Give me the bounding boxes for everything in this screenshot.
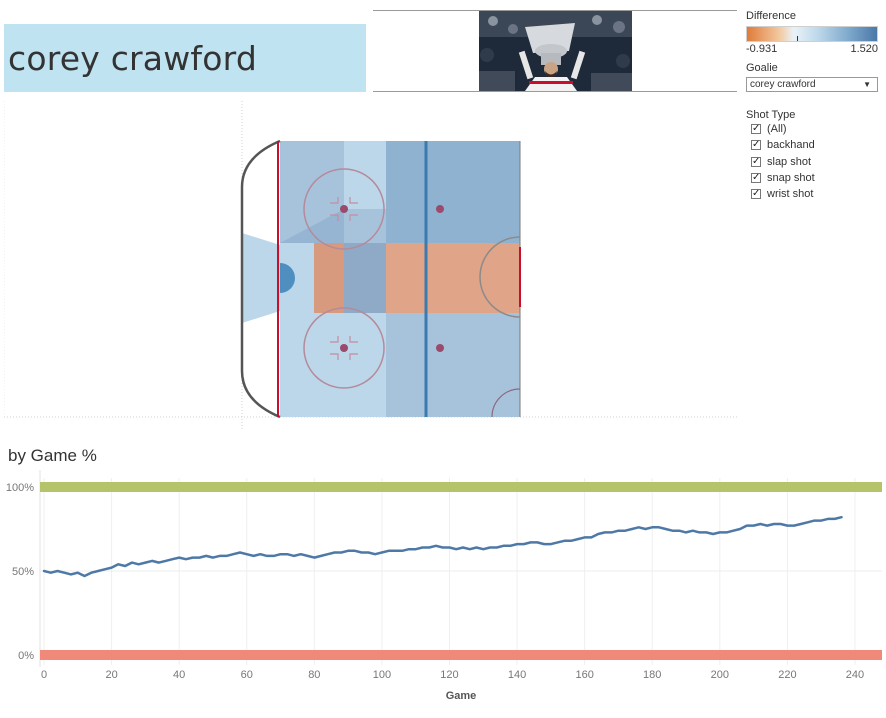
shot-type-option-label: wrist shot xyxy=(767,188,814,201)
x-tick-label: 100 xyxy=(373,669,391,681)
checkbox-checked-icon[interactable]: ✓ xyxy=(751,172,761,184)
checkbox-checked-icon[interactable]: ✓ xyxy=(751,123,761,135)
legend-max-label: 1.520 xyxy=(850,43,878,55)
shot-type-option-snap-shot[interactable]: ✓ snap shot xyxy=(746,170,882,186)
shot-type-option-label: backhand xyxy=(767,139,815,152)
shot-type-option-wrist-shot[interactable]: ✓ wrist shot xyxy=(746,186,882,202)
shot-type-option-slap-shot[interactable]: ✓ slap shot xyxy=(746,154,882,170)
checkbox-checked-icon[interactable]: ✓ xyxy=(751,188,761,200)
chart-section-title: by Game % xyxy=(8,446,97,465)
shot-heatmap-rink xyxy=(4,101,737,431)
goalie-dropdown-value: corey crawford xyxy=(750,79,816,90)
x-axis-label: Game xyxy=(446,690,477,702)
x-tick-label: 220 xyxy=(778,669,796,681)
goalie-filter-label: Goalie xyxy=(746,62,778,74)
shot-type-option-backhand[interactable]: ✓ backhand xyxy=(746,137,882,153)
goalie-photo xyxy=(479,11,632,91)
x-tick-label: 120 xyxy=(440,669,458,681)
filter-panel: Difference -0.931 1.520 Goalie corey cra… xyxy=(746,10,882,202)
legend-zero-tick xyxy=(797,36,798,41)
save-percentage-series-line xyxy=(42,515,843,578)
photo-bottom-divider xyxy=(373,91,737,92)
x-tick-label: 0 xyxy=(41,669,47,681)
x-tick-label: 240 xyxy=(846,669,864,681)
shot-type-option-label: (All) xyxy=(767,123,787,136)
checkbox-checked-icon[interactable]: ✓ xyxy=(751,139,761,151)
difference-color-legend xyxy=(746,26,878,42)
y-tick-label: 0% xyxy=(18,650,34,662)
x-tick-label: 160 xyxy=(575,669,593,681)
x-tick-label: 80 xyxy=(308,669,320,681)
x-tick-label: 180 xyxy=(643,669,661,681)
x-tick-label: 200 xyxy=(711,669,729,681)
page-title: corey crawford xyxy=(8,38,257,78)
y-tick-label: 100% xyxy=(6,482,34,494)
legend-title: Difference xyxy=(746,10,796,22)
reference-band xyxy=(40,482,882,492)
y-tick-label: 50% xyxy=(12,566,34,578)
photo-top-divider xyxy=(373,10,737,11)
shot-type-filter-label: Shot Type xyxy=(746,109,796,121)
x-tick-label: 40 xyxy=(173,669,185,681)
shot-type-list: ✓ (All) ✓ backhand ✓ slap shot ✓ snap sh… xyxy=(746,121,882,202)
dropdown-arrow-icon[interactable]: ▼ xyxy=(863,80,871,89)
goalie-dropdown[interactable]: corey crawford ▼ xyxy=(746,77,878,92)
shot-type-option-label: snap shot xyxy=(767,172,815,185)
x-tick-label: 20 xyxy=(105,669,117,681)
save-percentage-chart: 0% 50% 100% 0 20 40 60 80 100 120 140 160 180 200 220… xyxy=(0,470,886,715)
goalie-title-banner: corey crawford xyxy=(4,24,366,92)
photo-frame xyxy=(373,10,737,92)
line-chart-svg: 0% 50% 100% 0 20 40 60 80 100 120 140 160 180 200 220… xyxy=(6,470,882,702)
shot-type-option-label: slap shot xyxy=(767,155,812,168)
reference-band xyxy=(40,650,882,660)
legend-min-label: -0.931 xyxy=(746,43,778,55)
x-tick-label: 60 xyxy=(241,669,253,681)
checkbox-checked-icon[interactable]: ✓ xyxy=(751,155,761,167)
x-tick-label: 140 xyxy=(508,669,526,681)
shot-type-option-all[interactable]: ✓ (All) xyxy=(746,121,882,137)
